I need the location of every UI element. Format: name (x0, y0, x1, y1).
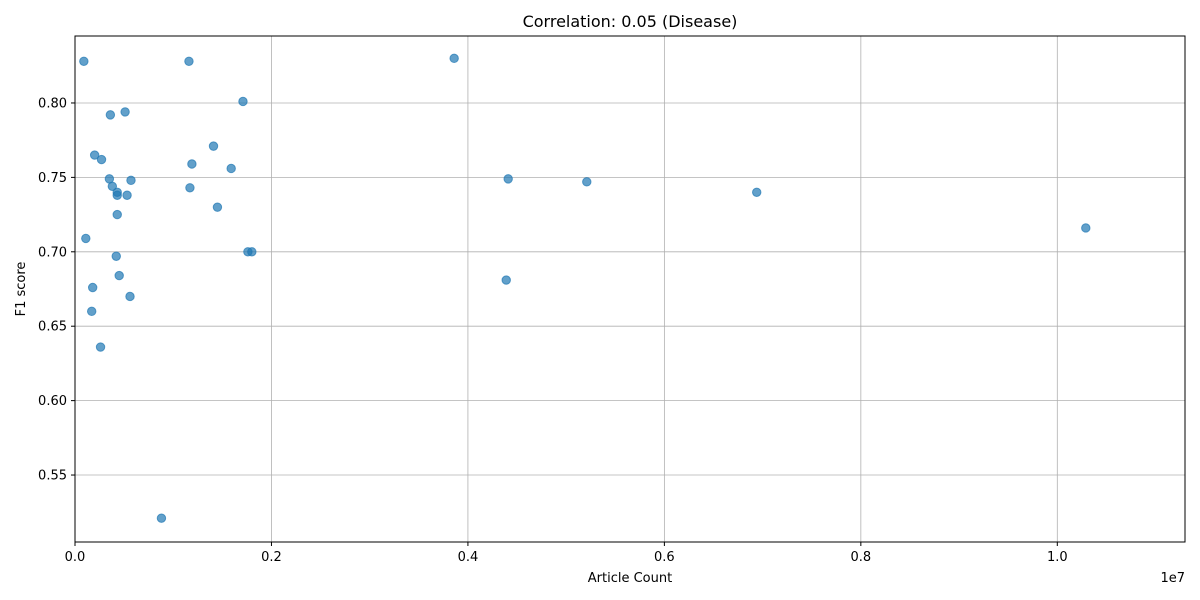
scatter-point (582, 177, 592, 187)
y-axis-ticks: 0.55 0.60 0.65 0.70 0.75 0.80 (38, 96, 75, 484)
y-tick-label: 0.75 (38, 171, 67, 186)
y-tick-label: 0.80 (38, 96, 67, 111)
data-points (79, 53, 1091, 523)
scatter-point (112, 190, 122, 200)
scatter-point (185, 183, 195, 193)
x-tick-label: 0.8 (850, 550, 871, 565)
scatter-point (187, 159, 197, 169)
scatter-point (112, 209, 122, 220)
scatter-point (89, 150, 100, 160)
x-axis-ticks: 0.0 0.2 0.4 0.6 0.8 1.0 (65, 542, 1068, 565)
x-tick-label: 0.2 (261, 550, 282, 565)
y-tick-label: 0.70 (38, 245, 67, 260)
scatter-point (752, 187, 762, 197)
scatter-point (501, 275, 511, 285)
scatter-point (208, 141, 219, 151)
scatter-point (86, 306, 97, 317)
grid-lines (74, 36, 1185, 542)
scatter-point (105, 110, 116, 120)
scatter-point (120, 107, 130, 117)
x-tick-label: 0.0 (65, 550, 86, 565)
x-tick-label: 0.6 (654, 550, 675, 565)
scatter-point (247, 247, 257, 257)
scatter-point (238, 96, 248, 107)
scatter-point (226, 163, 236, 174)
scatter-point (126, 175, 136, 186)
scatter-point (156, 513, 167, 523)
x-tick-label: 0.4 (458, 550, 479, 565)
x-axis-offset-label: 1e7 (1160, 571, 1185, 586)
y-tick-label: 0.60 (38, 394, 67, 409)
y-tick-label: 0.65 (38, 320, 67, 335)
chart-title: Correlation: 0.05 (Disease) (523, 12, 738, 31)
scatter-point (184, 56, 194, 66)
scatter-point (1081, 223, 1091, 233)
scatter-point (125, 291, 135, 302)
x-axis-label: Article Count (588, 571, 672, 586)
scatter-point (95, 342, 106, 352)
scatter-point (503, 174, 513, 184)
scatter-point (87, 282, 98, 293)
y-axis-label: F1 score (14, 262, 29, 317)
plot-frame (74, 35, 1186, 543)
scatter-point (449, 53, 459, 64)
scatter-point (96, 154, 107, 165)
x-tick-label: 1.0 (1047, 550, 1068, 565)
scatter-point (122, 190, 132, 200)
scatter-point (111, 251, 121, 261)
scatter-point (81, 233, 91, 244)
y-tick-label: 0.55 (38, 469, 67, 484)
scatter-point (212, 202, 223, 212)
scatter-point (107, 181, 118, 192)
scatter-point (114, 270, 124, 281)
scatter-point (79, 56, 89, 66)
